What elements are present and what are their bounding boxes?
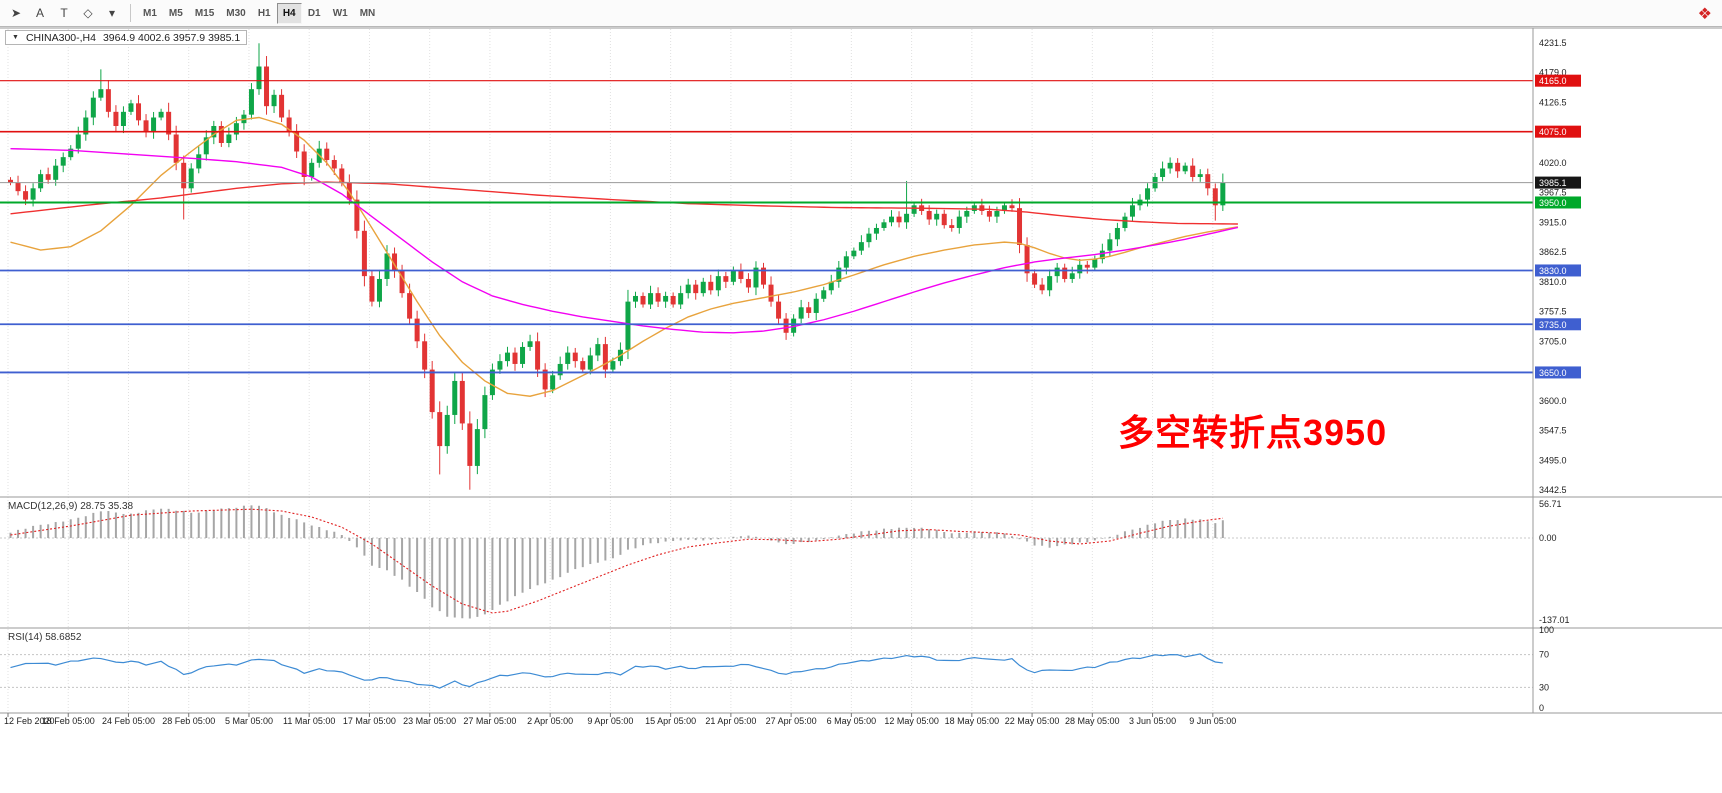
price-axis[interactable]: 4231.5 4179.0 4126.5 4075.0 4020.0 3967.5 3915… — [1535, 38, 1581, 713]
price-axis-label: 4179.0 — [1539, 68, 1567, 78]
time-axis-label: 2 Apr 05:00 — [527, 716, 573, 726]
price-axis-label: 3495.0 — [1539, 455, 1567, 465]
time-axis-label: 9 Apr 05:00 — [587, 716, 633, 726]
text-label-tool-icon[interactable]: A — [28, 3, 52, 24]
macd-indicator-label: MACD(12,26,9) 28.75 35.38 — [8, 501, 134, 512]
time-axis-label: 3 Jun 05:00 — [1129, 716, 1176, 726]
rsi-indicator-label: RSI(14) 58.6852 — [8, 632, 82, 643]
time-axis-label: 15 Apr 05:00 — [645, 716, 696, 726]
ohlc-values: 3964.9 4002.6 3957.9 3985.1 — [102, 31, 241, 44]
time-axis-label: 11 Mar 05:00 — [283, 716, 335, 726]
time-axis-label: 17 Mar 05:00 — [343, 716, 396, 726]
text-box-tool-icon[interactable]: T — [52, 3, 76, 24]
timeframe-button-m30[interactable]: M30 — [220, 3, 251, 24]
rsi-axis-label: 30 — [1539, 682, 1549, 692]
time-axis-label: 12 Feb 2020 — [4, 716, 55, 726]
price-axis-label: 3547.5 — [1539, 426, 1567, 436]
ma-slow-red-line — [10, 181, 1238, 225]
rsi-line — [10, 653, 1223, 689]
moving-averages-layer — [10, 116, 1239, 397]
price-badge-text: 4165.0 — [1539, 76, 1567, 86]
toolbar-separator — [130, 4, 131, 22]
price-axis-label: 3862.5 — [1539, 247, 1567, 257]
price-badge-text: 3650.0 — [1539, 368, 1567, 378]
collapse-icon[interactable]: ▼ — [12, 34, 19, 41]
macd-axis-label: -137.01 — [1539, 615, 1570, 625]
price-badge-text: 3985.1 — [1539, 178, 1567, 188]
ma-fast-orange-line — [10, 116, 1239, 397]
macd-axis-label: 56.71 — [1539, 499, 1562, 509]
time-axis-label: 24 Feb 05:00 — [102, 716, 155, 726]
timeframe-button-w1[interactable]: W1 — [327, 3, 354, 24]
price-badge-3830.0 — [1535, 264, 1581, 277]
app-logo-icon[interactable]: ❖ — [1697, 6, 1712, 23]
chart-title-bar: ▼ CHINA300-,H4 3964.9 4002.6 3957.9 3985… — [5, 30, 248, 45]
time-axis-label: 18 Feb 05:00 — [42, 716, 95, 726]
timeframe-button-mn[interactable]: MN — [354, 3, 382, 24]
price-axis-label: 3757.5 — [1539, 307, 1567, 317]
price-badge-text: 3830.0 — [1539, 266, 1567, 276]
price-axis-label: 3915.0 — [1539, 217, 1567, 227]
timeframe-buttons-group: M1 M5 M15 M30 H1 H4 D1 W1 MN — [137, 2, 382, 24]
time-axis-label: 23 Mar 05:00 — [403, 716, 456, 726]
time-axis-label: 22 May 05:00 — [1005, 716, 1060, 726]
time-axis-label: 28 Feb 05:00 — [162, 716, 215, 726]
time-axis-label: 21 Apr 05:00 — [705, 716, 756, 726]
macd-signal-line — [10, 508, 1223, 614]
price-axis-label: 3967.5 — [1539, 188, 1567, 198]
price-badge-text: 3735.0 — [1539, 320, 1567, 330]
price-axis-label: 3600.0 — [1539, 396, 1567, 406]
timeframe-button-h4[interactable]: H4 — [276, 2, 302, 24]
price-badge-3950.0 — [1535, 196, 1581, 209]
candlestick-layer — [8, 43, 1226, 490]
macd-axis-label: 0.00 — [1539, 533, 1557, 543]
timeframe-button-m5[interactable]: M5 — [163, 3, 189, 24]
horizontal-levels-layer[interactable] — [0, 80, 1533, 374]
grid-layer — [7, 29, 1214, 713]
time-axis-label: 12 May 05:00 — [884, 716, 939, 726]
toolbar: ➤ A T ◇ ▾ M1 M5 M15 M30 H1 H4 D1 W1 MN — [0, 0, 1722, 27]
shapes-tool-icon[interactable]: ◇ — [76, 3, 100, 24]
rsi-axis-label: 0 — [1539, 703, 1544, 713]
price-axis-label: 3810.0 — [1539, 277, 1567, 287]
rsi-axis-label: 70 — [1539, 650, 1549, 660]
time-axis-label: 5 Mar 05:00 — [225, 716, 273, 726]
price-badge-4165.0 — [1535, 74, 1581, 87]
time-axis-label: 27 Mar 05:00 — [463, 716, 516, 726]
price-badge-text: 4075.0 — [1539, 127, 1567, 137]
ma-mid-magenta-line — [10, 147, 1239, 334]
rsi-axis-label: 100 — [1539, 625, 1554, 635]
price-axis-label: 4231.5 — [1539, 38, 1567, 48]
price-axis-label: 4126.5 — [1539, 97, 1567, 107]
time-axis-label: 9 Jun 05:00 — [1189, 716, 1236, 726]
symbol-timeframe-label: CHINA300-,H4 — [25, 31, 96, 44]
time-axis-label: 28 May 05:00 — [1065, 716, 1120, 726]
cursor-tool-icon[interactable]: ➤ — [4, 3, 28, 24]
price-axis-label: 3705.0 — [1539, 336, 1567, 346]
timeframe-button-d1[interactable]: D1 — [302, 3, 327, 24]
time-axis-label: 6 May 05:00 — [827, 716, 877, 726]
trend-annotation-text[interactable]: 多空转折点3950 — [1118, 412, 1388, 453]
timeframe-button-m1[interactable]: M1 — [137, 3, 163, 24]
time-axis-label: 18 May 05:00 — [945, 716, 1000, 726]
timeframe-button-m15[interactable]: M15 — [189, 3, 220, 24]
time-axis-label: 27 Apr 05:00 — [766, 716, 817, 726]
price-axis-label: 3442.5 — [1539, 485, 1567, 495]
price-axis-label: 4020.0 — [1539, 158, 1567, 168]
price-badge-3650.0 — [1535, 366, 1581, 379]
drawing-tools-group: ➤ A T ◇ ▾ — [4, 3, 124, 24]
price-badge-3735.0 — [1535, 318, 1581, 331]
price-badge-3985.1 — [1535, 176, 1581, 189]
price-badge-4075.0 — [1535, 125, 1581, 138]
shapes-dropdown-caret-icon[interactable]: ▾ — [100, 3, 124, 24]
price-badge-text: 3950.0 — [1539, 198, 1567, 208]
rsi-layer — [0, 653, 1533, 689]
timeframe-button-h1[interactable]: H1 — [252, 3, 277, 24]
panel-borders — [0, 27, 1722, 714]
macd-layer — [0, 505, 1533, 619]
